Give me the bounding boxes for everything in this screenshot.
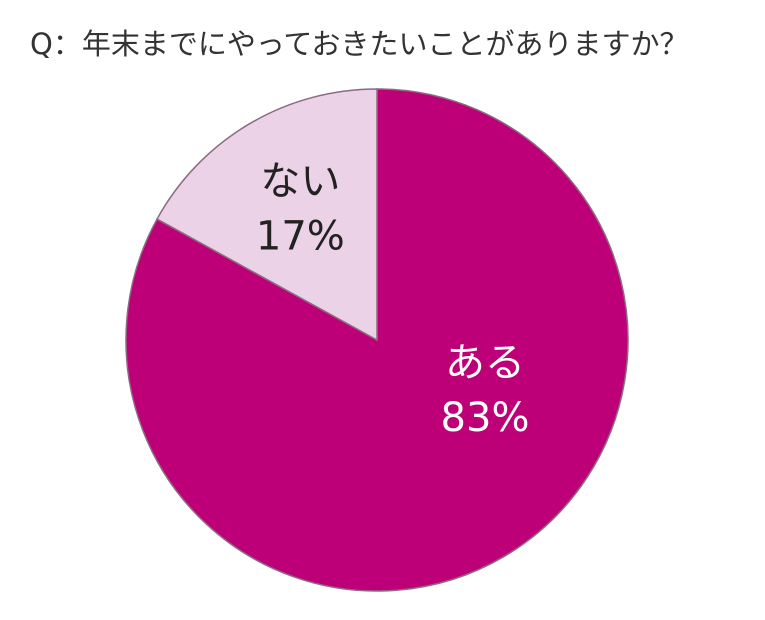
pie-slice — [156, 88, 378, 342]
slice-category-label: ない — [260, 158, 340, 204]
slice-value-label: 83% — [441, 395, 530, 441]
chart-title: Q：年末までにやっておきたいことがありますか？ — [30, 27, 689, 61]
slice-value-label: 17% — [256, 213, 345, 259]
slice-category-label: ある — [445, 340, 525, 386]
labels: ある 83% ない 17% — [256, 158, 530, 441]
pie — [125, 88, 629, 592]
